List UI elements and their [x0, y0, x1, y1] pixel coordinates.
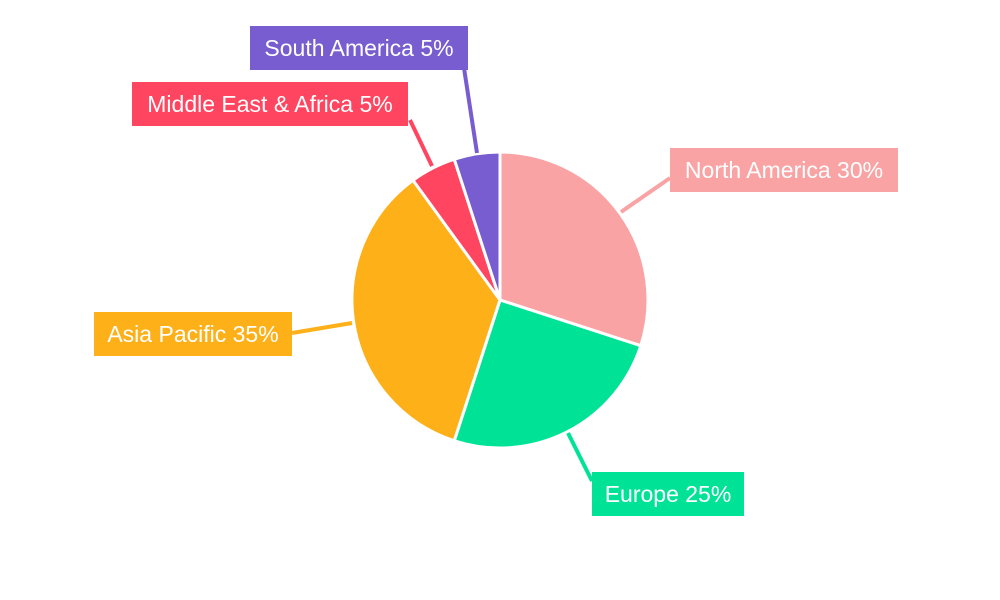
leader-line-north-america [619, 176, 672, 214]
leader-line-south-america [462, 67, 479, 154]
data-label-asia-pacific: Asia Pacific 35% [107, 321, 278, 347]
data-label-south-america: South America 5% [264, 35, 453, 61]
data-label-box-middle-east-africa [132, 82, 408, 126]
leader-line-asia-pacific [291, 321, 353, 335]
pie-slice-north-america[interactable] [498, 150, 650, 348]
leader-line-middle-east-africa [408, 119, 434, 167]
pie-slice-asia-pacific[interactable] [350, 178, 502, 443]
data-label-box-south-america [250, 26, 468, 70]
data-label-box-asia-pacific [94, 312, 292, 356]
data-label-europe: Europe 25% [605, 481, 732, 507]
pie-slice-europe[interactable] [452, 298, 643, 450]
data-label-box-north-america [670, 148, 898, 192]
data-label-north-america: North America 30% [685, 157, 883, 183]
data-label-middle-east-africa: Middle East & Africa 5% [147, 91, 392, 117]
leader-line-europe [566, 432, 594, 482]
pie-slice-south-america[interactable] [452, 150, 502, 301]
data-label-box-europe [592, 472, 744, 516]
